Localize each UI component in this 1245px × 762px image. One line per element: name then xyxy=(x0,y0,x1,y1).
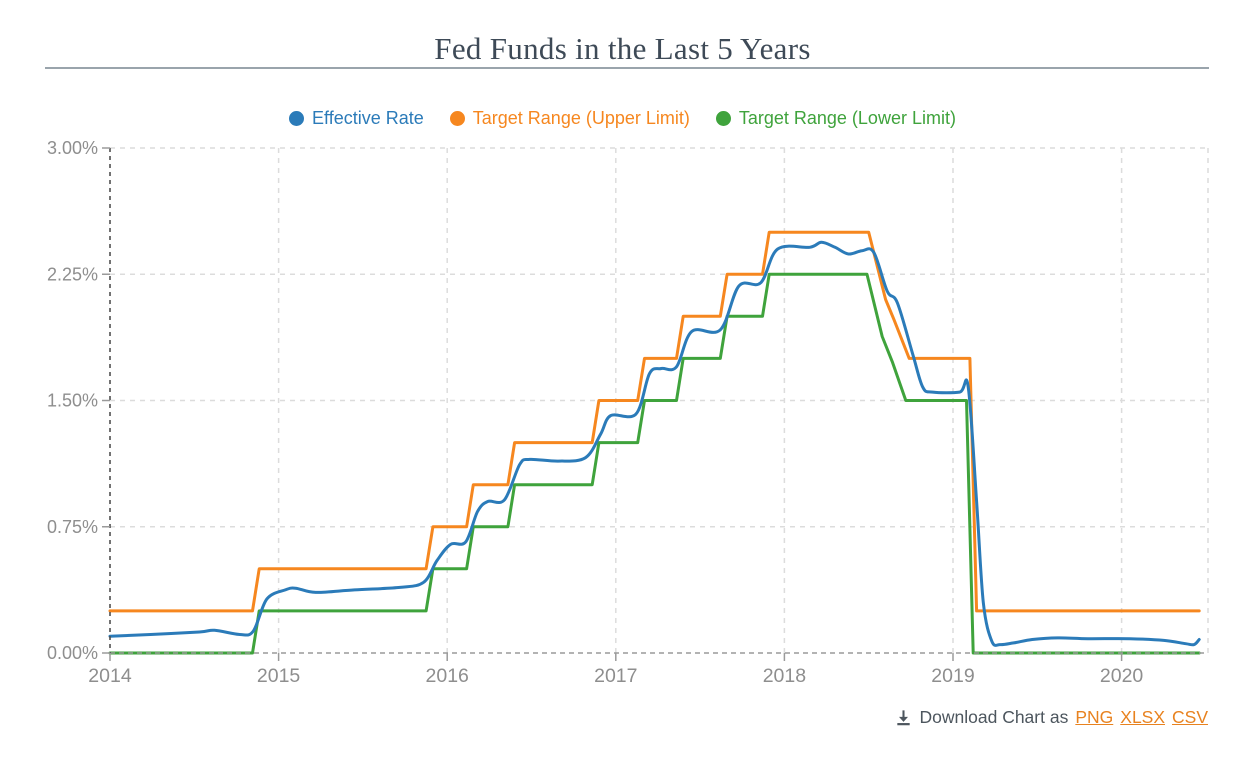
series-line-target-range-upper-limit xyxy=(108,230,1201,613)
x-axis-label: 2017 xyxy=(594,665,637,687)
download-xlsx-link[interactable]: XLSX xyxy=(1120,707,1166,727)
legend-label-effective-rate: Effective Rate xyxy=(312,108,424,128)
y-axis-label: 0.00% xyxy=(47,643,98,663)
x-axis-label: 2015 xyxy=(257,665,301,687)
legend-item-effective-rate[interactable]: Effective Rate xyxy=(289,108,424,129)
title-separator xyxy=(45,67,1209,69)
x-axis-label: 2019 xyxy=(931,665,974,687)
download-png-link[interactable]: PNG xyxy=(1075,707,1114,727)
download-bar: Download Chart as PNG XLSX CSV xyxy=(894,707,1208,728)
legend-label-target-lower: Target Range (Lower Limit) xyxy=(738,108,956,128)
legend-dot-target-upper-icon xyxy=(449,111,465,126)
download-label: Download Chart as xyxy=(919,707,1069,727)
download-icon xyxy=(896,710,910,726)
page-title: Fed Funds in the Last 5 Years xyxy=(434,30,811,66)
series-line-target-range-lower-limit xyxy=(108,272,1201,655)
legend-label-target-upper: Target Range (Upper Limit) xyxy=(472,108,690,128)
x-axis-label: 2018 xyxy=(763,665,806,687)
x-axis-label: 2014 xyxy=(88,665,132,687)
y-axis-label: 3.00% xyxy=(47,138,98,158)
chart-legend: Effective Rate Target Range (Upper Limit… xyxy=(0,108,1245,129)
legend-item-target-upper[interactable]: Target Range (Upper Limit) xyxy=(449,108,690,129)
x-axis-label: 2016 xyxy=(426,665,469,687)
y-axis-label: 2.25% xyxy=(47,264,98,284)
legend-dot-effective-rate-icon xyxy=(289,111,305,126)
legend-dot-target-lower-icon xyxy=(715,111,731,126)
x-axis-label: 2020 xyxy=(1100,665,1144,687)
series-line-effective-rate xyxy=(108,240,1201,647)
download-csv-link[interactable]: CSV xyxy=(1172,707,1208,727)
y-axis-label: 1.50% xyxy=(47,391,98,411)
y-axis-label: 0.75% xyxy=(47,517,98,537)
legend-item-target-lower[interactable]: Target Range (Lower Limit) xyxy=(715,108,956,129)
